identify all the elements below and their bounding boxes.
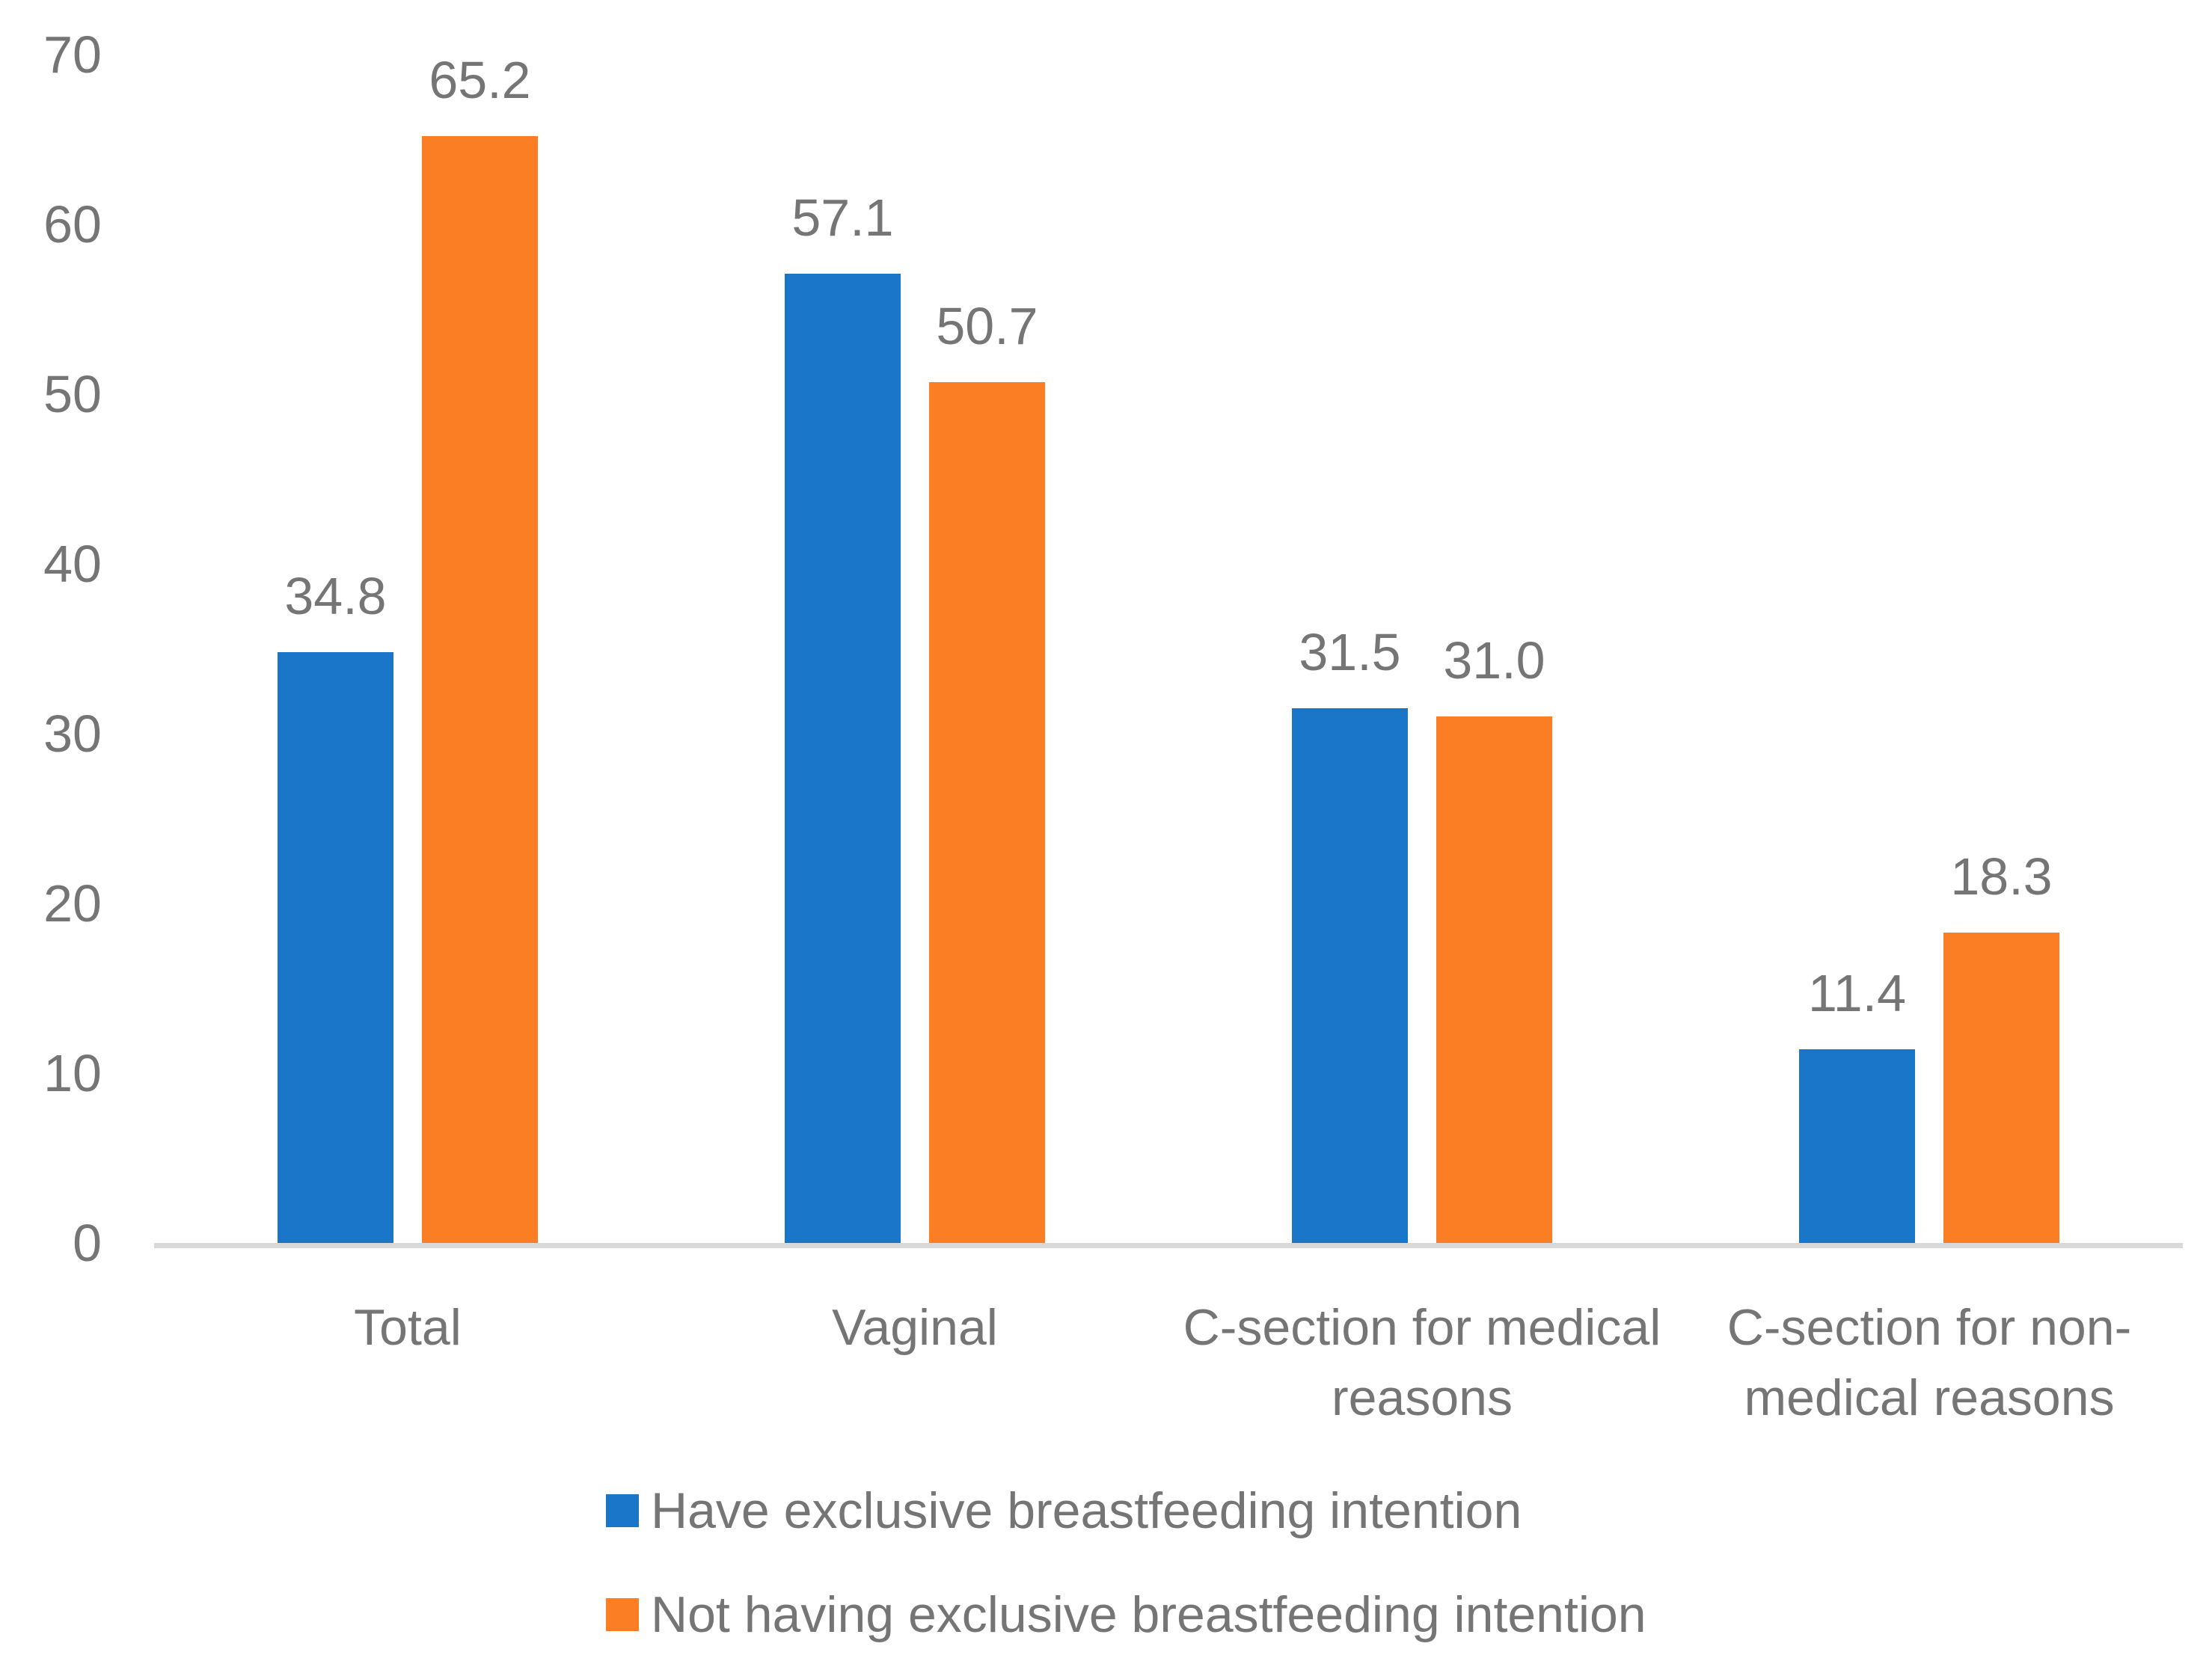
bar-series2-cat2 [929,382,1045,1243]
legend-label: Not having exclusive breastfeeding inten… [651,1586,1646,1643]
bar-series1-cat4 [1799,1049,1915,1243]
legend-item-1: Have exclusive breastfeeding intention [606,1482,1646,1539]
x-axis-line [154,1243,2183,1248]
data-label-series1-cat4: 11.4 [1807,964,1907,1022]
category-label-1: Total [354,1299,462,1356]
y-axis-tick-label-10: 10 [43,1044,102,1102]
bar-series1-cat3 [1292,708,1408,1243]
legend-item-2: Not having exclusive breastfeeding inten… [606,1586,1646,1643]
data-label-series1-cat3: 31.5 [1299,623,1401,681]
data-label-series2-cat2: 50.7 [936,297,1038,355]
legend-swatch-icon [606,1494,639,1527]
data-label-series2-cat4: 18.3 [1950,847,2053,906]
data-label-series2-cat3: 31.0 [1443,631,1545,690]
y-axis-tick-label-0: 0 [73,1214,102,1272]
bar-series2-cat1 [422,136,538,1243]
bar-series1-cat1 [278,652,393,1243]
y-axis-tick-label-20: 20 [43,874,102,933]
y-axis-tick-label-50: 50 [43,365,102,423]
legend: Have exclusive breastfeeding intention No… [606,1482,1646,1643]
data-label-series1-cat1: 34.8 [284,567,387,625]
y-axis-tick-label-70: 70 [43,25,102,84]
legend-label: Have exclusive breastfeeding intention [651,1482,1522,1539]
category-label-4: C-section for non-medical reasons [1727,1299,2132,1426]
plot-area: 34.8 65.2 57.1 50.7 31.5 31.0 11.4 18.3 [154,0,2183,1243]
y-axis-tick-label-30: 30 [43,704,102,763]
category-label-3: C-section for medical reasons [1183,1299,1661,1426]
bar-series2-cat3 [1436,716,1552,1243]
y-axis-tick-label-40: 40 [43,535,102,593]
y-axis-tick-label-60: 60 [43,195,102,254]
data-label-series1-cat2: 57.1 [791,188,894,247]
bar-series2-cat4 [1943,933,2059,1243]
bar-series1-cat2 [785,274,901,1243]
legend-swatch-icon [606,1598,639,1631]
data-label-series2-cat1: 65.2 [429,51,531,109]
category-label-2: Vaginal [832,1299,998,1356]
